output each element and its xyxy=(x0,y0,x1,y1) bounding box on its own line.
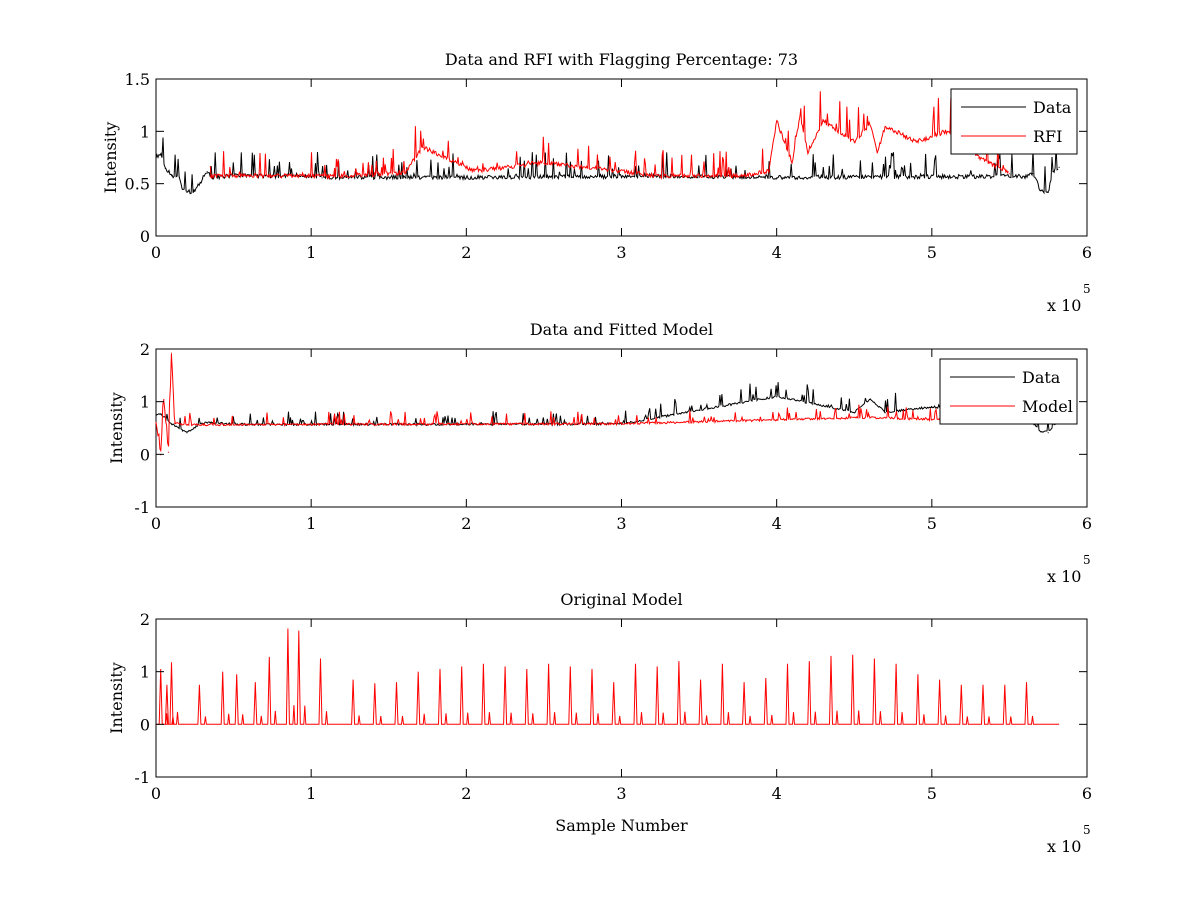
y-tick-label-1-3: 1.5 xyxy=(125,70,150,89)
y-tick-label-1-2: 1 xyxy=(140,122,150,141)
y-tick-label-3-3: 2 xyxy=(140,610,150,629)
x-tick-label-3-6: 6 xyxy=(1082,784,1092,803)
x-tick-label-3-1: 1 xyxy=(306,784,316,803)
x-tick-label-1-0: 0 xyxy=(151,243,161,262)
legend-label-rfi-1: RFI xyxy=(1033,127,1062,146)
x-tick-label-3-4: 4 xyxy=(772,784,782,803)
x-tick-label-2-6: 6 xyxy=(1082,514,1092,533)
plot-area-1 xyxy=(155,78,1088,237)
y-tick-label-3-2: 1 xyxy=(140,663,150,682)
x-exponent-base-2: x 10 xyxy=(1047,567,1081,586)
legend-label-data-1: Data xyxy=(1033,98,1072,117)
legend-box-1 xyxy=(950,88,1078,155)
x-tick-label-3-5: 5 xyxy=(927,784,937,803)
chart-title-1: Data and RFI with Flagging Percentage: 7… xyxy=(445,50,798,69)
x-exponent-base-3: x 10 xyxy=(1047,837,1081,856)
x-tick-label-1-5: 5 xyxy=(927,243,937,262)
y-tick-label-2-1: 0 xyxy=(140,445,150,464)
y-tick-label-2-3: 2 xyxy=(140,340,150,359)
x-tick-label-3-0: 0 xyxy=(151,784,161,803)
y-tick-label-2-2: 1 xyxy=(140,393,150,412)
x-tick-label-1-3: 3 xyxy=(616,243,626,262)
x-tick-label-3-3: 3 xyxy=(616,784,626,803)
plot-area-2 xyxy=(155,348,1088,508)
chart-title-2: Data and Fitted Model xyxy=(530,320,713,339)
x-exponent-power-1: 5 xyxy=(1083,282,1091,296)
x-exponent-power-2: 5 xyxy=(1083,553,1091,567)
y-axis-label-1: Intensity xyxy=(101,122,120,194)
x-tick-label-2-2: 2 xyxy=(461,514,471,533)
x-tick-label-2-5: 5 xyxy=(927,514,937,533)
x-tick-label-2-1: 1 xyxy=(306,514,316,533)
x-tick-label-1-2: 2 xyxy=(461,243,471,262)
y-tick-label-1-1: 0.5 xyxy=(125,175,150,194)
y-tick-label-3-0: -1 xyxy=(134,768,150,787)
x-tick-label-1-4: 4 xyxy=(772,243,782,262)
y-axis-label-3: Intensity xyxy=(107,662,126,734)
y-tick-label-1-0: 0 xyxy=(140,227,150,246)
x-tick-label-2-3: 3 xyxy=(616,514,626,533)
x-tick-label-1-6: 6 xyxy=(1082,243,1092,262)
x-tick-label-1-1: 1 xyxy=(306,243,316,262)
x-tick-label-2-0: 0 xyxy=(151,514,161,533)
series-line-model-3 xyxy=(156,628,1060,725)
x-axis-label-3: Sample Number xyxy=(555,816,688,835)
plot-area-3 xyxy=(155,618,1088,778)
legend-label-data-2: Data xyxy=(1022,368,1061,387)
legend-box-2 xyxy=(939,358,1078,425)
series-line-rfi-1 xyxy=(209,91,1010,181)
y-tick-label-3-1: 0 xyxy=(140,715,150,734)
chart-title-3: Original Model xyxy=(560,590,682,609)
legend-label-model-2: Model xyxy=(1022,397,1073,416)
x-exponent-base-1: x 10 xyxy=(1047,296,1081,315)
x-exponent-power-3: 5 xyxy=(1083,823,1091,837)
x-tick-label-3-2: 2 xyxy=(461,784,471,803)
y-tick-label-2-0: -1 xyxy=(134,498,150,517)
x-tick-label-2-4: 4 xyxy=(772,514,782,533)
y-axis-label-2: Intensity xyxy=(107,392,126,464)
